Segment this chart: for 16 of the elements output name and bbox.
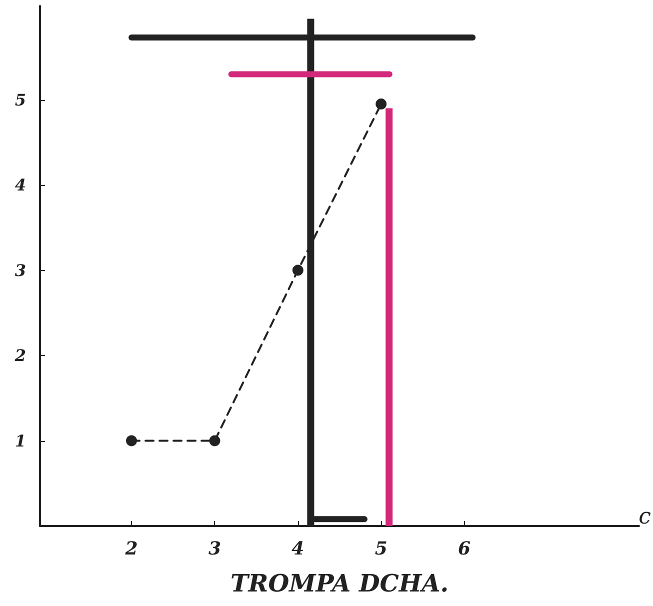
point — [376, 98, 387, 110]
annotation: c — [638, 504, 652, 530]
point — [209, 435, 220, 446]
y-tick-label: 1 — [14, 431, 26, 450]
x-tick-label: 2 — [124, 538, 138, 560]
y-tick-label: 2 — [14, 346, 26, 366]
point — [126, 435, 138, 446]
y-tick-label: 4 — [14, 176, 26, 195]
x-tick-label: 4 — [292, 538, 304, 560]
x-tick-label: 5 — [374, 538, 388, 560]
y-tick-label: 5 — [14, 90, 26, 110]
x-tick-label: 6 — [458, 538, 472, 560]
point — [292, 264, 304, 276]
x-axis-title: TROMPA DCHA. — [230, 568, 449, 598]
y-tick-label: 3 — [14, 260, 26, 280]
x-tick-label: 3 — [208, 538, 221, 560]
